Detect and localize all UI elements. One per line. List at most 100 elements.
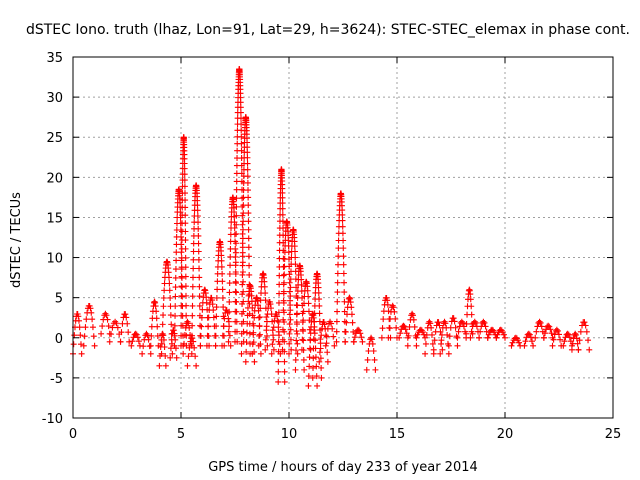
data-point bbox=[380, 316, 387, 323]
data-point bbox=[262, 336, 269, 343]
data-point bbox=[166, 287, 173, 294]
data-point bbox=[173, 257, 180, 264]
data-point bbox=[439, 346, 446, 353]
data-point bbox=[91, 342, 98, 349]
data-point bbox=[233, 289, 240, 296]
data-point bbox=[581, 319, 588, 326]
data-point bbox=[576, 337, 583, 344]
data-point bbox=[88, 309, 95, 316]
data-point bbox=[238, 340, 245, 347]
arc bbox=[286, 226, 301, 357]
arc bbox=[147, 298, 162, 349]
data-point bbox=[335, 253, 342, 260]
data-point bbox=[313, 363, 320, 370]
data-point bbox=[292, 254, 299, 261]
data-point bbox=[213, 304, 220, 311]
data-point bbox=[340, 270, 347, 277]
data-point bbox=[334, 270, 341, 277]
data-point bbox=[232, 288, 239, 295]
data-point bbox=[572, 330, 579, 337]
data-point bbox=[240, 210, 247, 217]
data-point bbox=[204, 332, 211, 339]
data-point bbox=[190, 248, 197, 255]
data-point bbox=[307, 346, 314, 353]
arc bbox=[322, 318, 338, 349]
arc bbox=[350, 326, 366, 345]
data-point bbox=[251, 358, 258, 365]
data-point bbox=[348, 311, 355, 318]
data-point bbox=[182, 237, 189, 244]
data-point bbox=[384, 301, 391, 308]
data-point bbox=[525, 330, 532, 337]
data-point bbox=[351, 334, 358, 341]
data-point bbox=[305, 373, 312, 380]
data-point bbox=[218, 257, 225, 264]
data-point bbox=[445, 350, 452, 357]
data-point bbox=[263, 318, 270, 325]
data-point bbox=[329, 325, 336, 332]
data-point bbox=[438, 331, 445, 338]
data-point bbox=[190, 274, 197, 281]
data-point bbox=[304, 287, 311, 294]
data-point bbox=[340, 261, 347, 268]
data-point bbox=[257, 305, 264, 312]
data-point bbox=[285, 249, 292, 256]
data-point bbox=[182, 273, 189, 280]
data-point bbox=[75, 317, 82, 324]
data-point bbox=[218, 263, 225, 270]
data-point bbox=[582, 322, 589, 329]
data-point bbox=[177, 226, 184, 233]
data-point bbox=[318, 364, 325, 371]
data-point bbox=[227, 253, 234, 260]
data-point bbox=[468, 311, 475, 318]
data-point bbox=[280, 272, 287, 279]
y-tick-label: -10 bbox=[42, 412, 63, 427]
data-point bbox=[77, 332, 84, 339]
data-point bbox=[355, 326, 362, 333]
data-point bbox=[422, 340, 429, 347]
data-point bbox=[422, 350, 429, 357]
data-point bbox=[293, 328, 300, 335]
data-point bbox=[179, 284, 186, 291]
data-point bbox=[162, 362, 169, 369]
arc bbox=[385, 302, 400, 341]
data-point bbox=[172, 293, 179, 300]
data-point bbox=[557, 336, 564, 343]
data-point bbox=[225, 328, 232, 335]
data-point bbox=[185, 320, 192, 327]
arc bbox=[437, 318, 452, 357]
data-point bbox=[321, 321, 328, 328]
data-point bbox=[244, 312, 251, 319]
data-point bbox=[165, 269, 172, 276]
data-point bbox=[390, 304, 397, 311]
data-point bbox=[233, 195, 240, 202]
data-point bbox=[232, 338, 238, 345]
data-point bbox=[477, 328, 484, 335]
data-point bbox=[203, 294, 210, 301]
data-point bbox=[500, 331, 507, 338]
data-point bbox=[194, 202, 201, 209]
data-point bbox=[263, 327, 270, 334]
data-point bbox=[287, 302, 294, 309]
data-point bbox=[268, 350, 275, 357]
data-point bbox=[196, 283, 203, 290]
data-point bbox=[219, 286, 226, 293]
data-point bbox=[339, 211, 346, 218]
data-point bbox=[167, 345, 174, 352]
y-tick-label: 20 bbox=[46, 171, 63, 186]
data-point bbox=[232, 328, 239, 335]
data-point bbox=[162, 352, 169, 359]
data-point bbox=[300, 337, 307, 344]
data-point bbox=[182, 212, 189, 219]
data-point bbox=[342, 328, 349, 335]
data-point bbox=[78, 350, 85, 357]
data-point bbox=[509, 339, 516, 346]
data-point bbox=[117, 338, 124, 345]
data-point bbox=[262, 297, 269, 304]
data-point bbox=[173, 354, 180, 361]
data-point bbox=[244, 154, 251, 161]
data-point bbox=[368, 336, 375, 343]
data-point bbox=[181, 340, 188, 347]
data-point bbox=[160, 336, 167, 343]
